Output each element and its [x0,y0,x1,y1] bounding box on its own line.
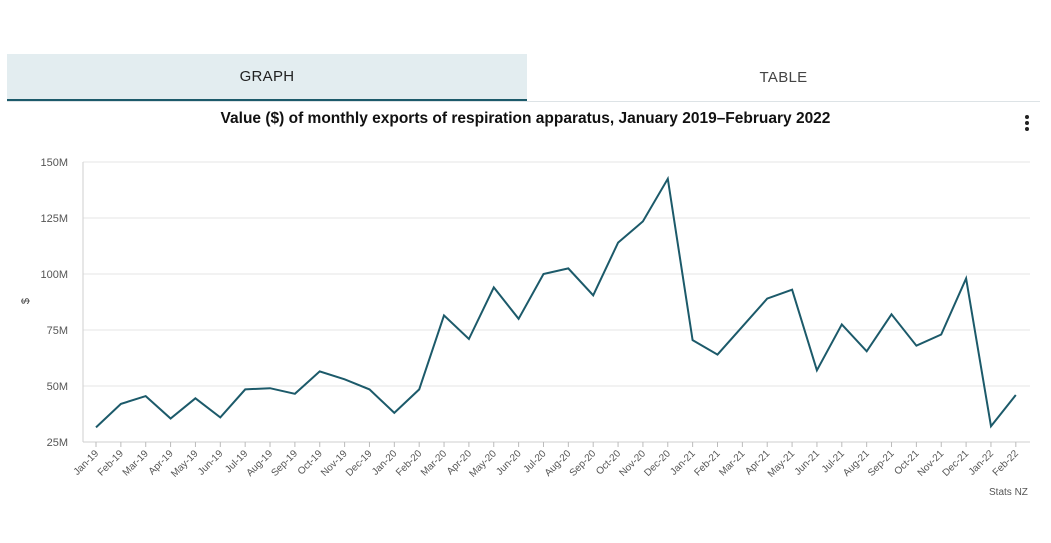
data-point[interactable] [413,383,425,395]
x-tick-label: Feb-22 [991,448,1021,478]
x-tick-label: Jun-20 [494,448,524,478]
x-tick-label: Nov-19 [319,448,350,479]
data-point[interactable] [1010,389,1022,401]
data-point[interactable] [587,289,599,301]
x-tick-label: Mar-19 [121,448,151,478]
y-tick-label: 50M [47,381,68,393]
data-point[interactable] [339,373,351,385]
grid-lines [82,161,1030,443]
tab-table[interactable]: TABLE [527,54,1040,101]
x-tick-label: Dec-19 [344,448,375,479]
data-point[interactable] [612,237,624,249]
x-tick-label: Nov-21 [916,448,947,479]
data-point[interactable] [140,390,152,402]
data-point[interactable] [712,349,724,361]
y-tick-label: 125M [40,213,68,225]
y-axis-ticks: 25M 50M 75M 100M 125M 150M [40,157,68,449]
x-tick-label: Aug-21 [841,448,872,479]
data-point[interactable] [537,268,549,280]
x-tick-label: Sep-19 [269,448,300,479]
y-tick-label: 100M [40,269,68,281]
data-point[interactable] [662,173,674,185]
more-vertical-icon[interactable] [1020,114,1034,134]
x-tick-label: Feb-21 [692,448,722,478]
y-tick-label: 25M [47,437,68,449]
x-tick-label: May-19 [169,448,201,480]
data-point[interactable] [388,407,400,419]
data-point[interactable] [488,281,500,293]
data-point[interactable] [189,392,201,404]
x-tick-label: Sep-21 [866,448,897,479]
series-layer [90,173,1022,433]
data-point[interactable] [314,365,326,377]
data-point[interactable] [811,364,823,376]
x-tick-label: Nov-20 [617,448,648,479]
series-line [95,175,1017,429]
x-tick-label: May-20 [468,448,500,480]
data-point[interactable] [836,318,848,330]
data-point[interactable] [736,321,748,333]
data-point[interactable] [562,262,574,274]
data-point[interactable] [239,383,251,395]
data-point[interactable] [115,398,127,410]
x-tick-label: Dec-21 [941,448,972,479]
source-credit: Stats NZ [989,487,1028,498]
x-tick-label: May-21 [766,448,798,480]
x-tick-label: Jun-19 [196,448,226,478]
data-point[interactable] [165,412,177,424]
x-axis-ticks: Jan-19Feb-19Mar-19Apr-19May-19Jun-19Jul-… [72,442,1021,480]
data-point[interactable] [438,309,450,321]
data-point[interactable] [637,215,649,227]
data-point[interactable] [886,308,898,320]
data-point[interactable] [264,382,276,394]
chart-title: Value ($) of monthly exports of respirat… [220,110,831,127]
x-tick-label: Mar-21 [717,448,747,478]
x-tick-label: Feb-20 [394,448,424,478]
data-point[interactable] [687,334,699,346]
data-point[interactable] [985,420,997,432]
y-tick-label: 150M [40,157,68,169]
data-point[interactable] [289,388,301,400]
data-point[interactable] [214,411,226,423]
x-tick-label: Mar-20 [419,448,449,478]
x-tick-label: Aug-20 [543,448,574,479]
data-point[interactable] [90,421,102,433]
data-point[interactable] [910,340,922,352]
data-point[interactable] [960,272,972,284]
x-tick-label: Dec-20 [642,448,673,479]
tab-bar: GRAPH TABLE [7,54,1040,102]
data-point[interactable] [463,333,475,345]
tab-graph[interactable]: GRAPH [7,54,527,101]
x-tick-label: Feb-19 [96,448,126,478]
y-tick-label: 75M [47,325,68,337]
data-point[interactable] [363,383,375,395]
data-point[interactable] [935,328,947,340]
x-tick-label: Sep-20 [568,448,599,479]
y-axis-label: $ [20,298,32,304]
x-tick-label: Jun-21 [793,448,823,478]
x-tick-label: Aug-19 [245,448,276,479]
data-point[interactable] [513,313,525,325]
data-point[interactable] [786,284,798,296]
data-point[interactable] [761,293,773,305]
data-point[interactable] [861,345,873,357]
